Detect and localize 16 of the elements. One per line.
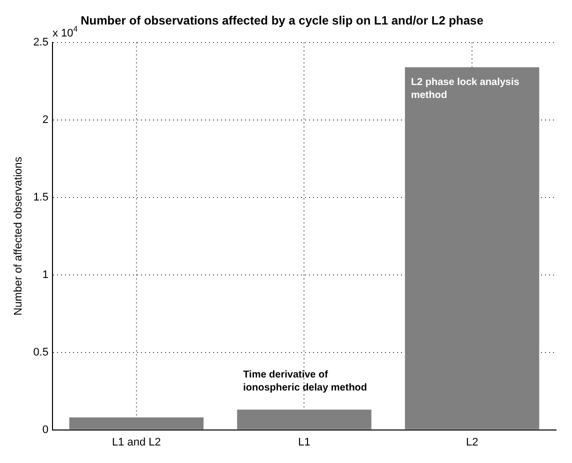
x-tick-label: L1	[298, 436, 310, 448]
x-tick-label: L1 and L2	[112, 436, 161, 448]
y-tick-label: 1.5	[33, 191, 48, 204]
y-tick-label: 2	[42, 114, 48, 126]
y-tick-label: 0	[42, 424, 48, 436]
y-tick-label: 1	[42, 268, 48, 281]
x-tick-label: L2	[466, 436, 478, 448]
bar	[69, 417, 204, 430]
bar	[404, 67, 540, 430]
annotation: L2 phase lock analysis method	[410, 76, 520, 101]
y-tick-label: 2.5	[33, 36, 48, 48]
bar	[237, 410, 372, 430]
annotation: Time derivative of ionospheric delay method	[243, 369, 368, 394]
y-tick-label: 0.5	[33, 346, 48, 358]
y-axis-title: Number of affected observations	[12, 156, 25, 316]
chart-title: Number of observations affected by a cycle slip on L1 and/or L2 phase	[80, 14, 484, 28]
